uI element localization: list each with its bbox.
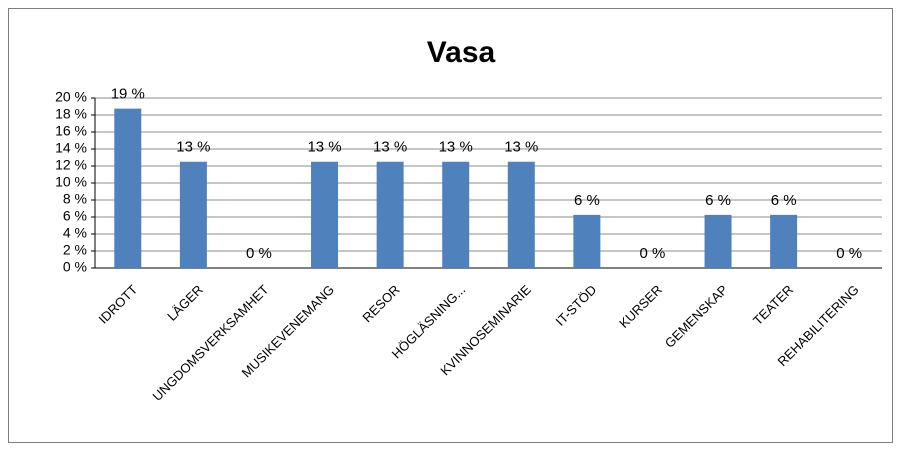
y-tick-label: 18 % [55,106,87,122]
value-label: 0 % [836,245,862,262]
bar [704,214,732,268]
bar [770,214,798,268]
y-tick-label: 2 % [63,242,87,258]
value-label: 13 % [176,139,210,156]
bar [311,161,339,268]
value-label: 13 % [373,139,407,156]
y-tick-label: 12 % [55,157,87,173]
y-tick-label: 16 % [55,123,87,139]
y-tick-label: 10 % [55,174,87,190]
bar [114,108,142,268]
value-label: 6 % [705,192,731,209]
bar [376,161,404,268]
bar [442,161,470,268]
value-label: 13 % [307,139,341,156]
y-tick-label: 0 % [63,259,87,275]
value-label: 13 % [504,139,538,156]
value-label: 6 % [574,192,600,209]
value-label: 19 % [111,86,145,103]
value-label: 13 % [439,139,473,156]
value-label: 0 % [246,245,272,262]
bar [573,214,601,268]
y-tick-label: 6 % [63,208,87,224]
y-tick-label: 4 % [63,225,87,241]
y-tick-label: 14 % [55,140,87,156]
y-tick-label: 20 % [55,89,87,105]
value-label: 6 % [771,192,797,209]
value-label: 0 % [640,245,666,262]
bar [507,161,535,268]
chart-title: Vasa [427,36,496,69]
bar [179,161,207,268]
y-tick-label: 8 % [63,191,87,207]
